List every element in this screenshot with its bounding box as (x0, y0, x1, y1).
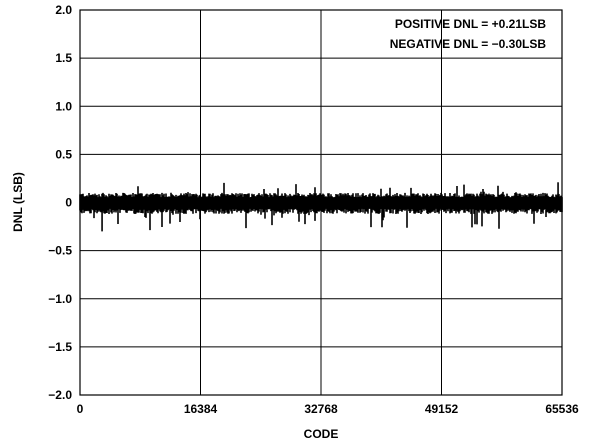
dnl-trace (79, 182, 563, 231)
x-axis-title: CODE (304, 427, 339, 441)
positive-dnl-annotation: POSITIVE DNL = +0.21LSB (395, 17, 547, 31)
y-axis-title: DNL (LSB) (11, 172, 25, 232)
x-tick-labels: 0 16384 32768 49152 65536 (77, 402, 579, 416)
y-tick-label: 0.5 (55, 147, 72, 161)
y-tick-label: 0 (65, 196, 72, 210)
y-tick-label: −1.5 (48, 340, 72, 354)
y-tick-label: 1.5 (55, 51, 72, 65)
y-tick-label: −1.0 (48, 292, 72, 306)
x-tick-label: 65536 (545, 402, 579, 416)
y-tick-labels: 2.0 1.5 1.0 0.5 0 −0.5 −1.0 −1.5 −2.0 (48, 3, 72, 402)
y-tick-label: −2.0 (48, 388, 72, 402)
x-tick-label: 49152 (425, 402, 459, 416)
y-tick-label: 2.0 (55, 3, 72, 17)
negative-dnl-annotation: NEGATIVE DNL = −0.30LSB (390, 37, 547, 51)
dnl-series (79, 182, 563, 232)
x-tick-label: 32768 (304, 402, 338, 416)
x-tick-label: 16384 (184, 402, 218, 416)
x-tick-label: 0 (77, 402, 84, 416)
y-tick-label: −0.5 (48, 244, 72, 258)
y-tick-label: 1.0 (55, 99, 72, 113)
